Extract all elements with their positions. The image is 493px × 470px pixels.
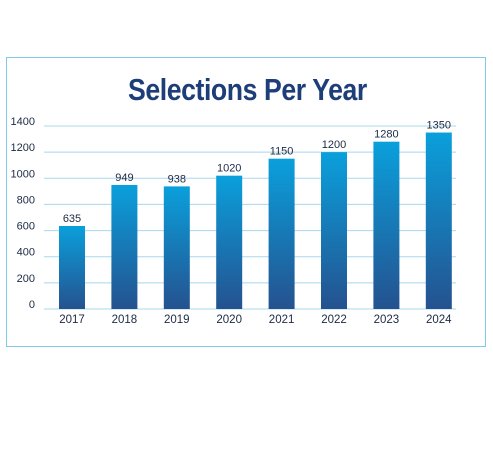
y-tick-label: 1400 <box>11 116 35 128</box>
x-tick-label-2023: 2023 <box>374 314 400 326</box>
bar-2024 <box>425 132 452 309</box>
x-tick-label-2020: 2020 <box>216 314 242 326</box>
bar-2017 <box>59 225 85 309</box>
bar-2019 <box>163 186 190 309</box>
bar-2020 <box>216 175 243 309</box>
y-tick-label: 800 <box>17 194 35 206</box>
data-label-2022: 1200 <box>322 139 346 151</box>
y-axis-ticks: 0 200 400 600 800 1000 1200 1400 <box>11 116 35 311</box>
data-label-2019: 938 <box>168 173 186 185</box>
data-label-2020: 1020 <box>217 163 241 175</box>
bar-2023 <box>373 141 400 309</box>
chart-card <box>6 57 486 347</box>
x-axis-ticks: 2017 2018 2019 2020 2021 2022 2023 2024 <box>59 314 452 326</box>
y-tick-label: 0 <box>29 299 35 311</box>
bars <box>59 132 452 309</box>
y-tick-label: 200 <box>17 273 35 285</box>
x-tick-label-2021: 2021 <box>269 314 295 326</box>
y-tick-label: 1200 <box>11 142 35 154</box>
data-label-2024: 1350 <box>427 120 451 132</box>
data-label-2021: 1150 <box>270 146 294 158</box>
chart-title: Selections Per Year <box>127 72 367 107</box>
x-tick-label-2024: 2024 <box>426 314 452 326</box>
data-label-2018: 949 <box>115 172 133 184</box>
y-tick-label: 1000 <box>11 168 35 180</box>
x-tick-label-2019: 2019 <box>164 314 190 326</box>
x-tick-label-2022: 2022 <box>321 314 347 326</box>
y-tick-label: 600 <box>17 221 35 233</box>
x-tick-label-2017: 2017 <box>59 314 85 326</box>
data-label-2017: 635 <box>63 213 81 225</box>
data-labels: 635 949 938 1020 1150 1200 1280 1350 <box>63 120 451 225</box>
bar-2021 <box>268 158 295 309</box>
bar-2018 <box>111 184 138 309</box>
x-tick-label-2018: 2018 <box>112 314 138 326</box>
data-label-2023: 1280 <box>374 129 398 141</box>
y-tick-label: 400 <box>17 247 35 259</box>
bar-2022 <box>321 152 347 309</box>
